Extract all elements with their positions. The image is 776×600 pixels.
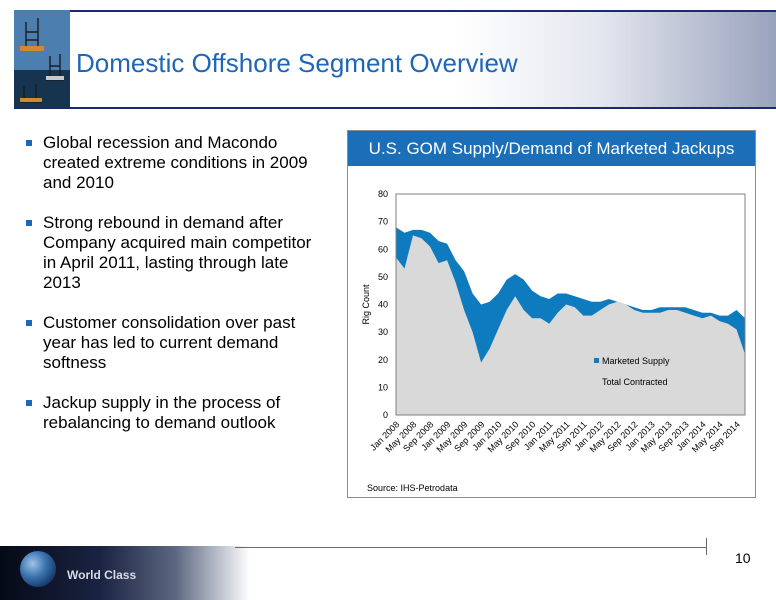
source-note: Source: IHS-Petrodata [367, 483, 458, 493]
y-tick-label: 30 [378, 327, 388, 337]
legend-label-total-contracted: Total Contracted [602, 377, 668, 387]
footer-tick [706, 538, 707, 555]
source-value: IHS-Petrodata [400, 483, 458, 493]
offshore-rig-photo [14, 10, 70, 108]
plot-frame [395, 193, 746, 416]
y-tick-label: 20 [378, 355, 388, 365]
bullet-text: Strong rebound in demand after Company a… [43, 213, 312, 292]
rig-photo-art [14, 10, 70, 108]
bullet-text: Global recession and Macondo created ext… [43, 133, 308, 192]
globe-icon [20, 551, 56, 587]
slide-footer: World Class 10 [0, 538, 776, 600]
header-divider [14, 107, 776, 109]
chart-panel: U.S. GOM Supply/Demand of Marketed Jacku… [347, 130, 756, 498]
legend-label-marketed-supply: Marketed Supply [602, 356, 670, 366]
bullet-text: Customer consolidation over past year ha… [43, 313, 296, 372]
chart-title: U.S. GOM Supply/Demand of Marketed Jacku… [348, 131, 755, 166]
y-tick-label: 60 [378, 244, 388, 254]
y-tick-label: 10 [378, 382, 388, 392]
bullet-item: Customer consolidation over past year ha… [26, 313, 326, 373]
bullet-item: Strong rebound in demand after Company a… [26, 213, 326, 293]
bullet-list: Global recession and Macondo created ext… [26, 133, 326, 453]
slide-header: Domestic Offshore Segment Overview [0, 0, 776, 110]
y-tick-label: 40 [378, 300, 388, 310]
y-tick-label: 50 [378, 272, 388, 282]
y-tick-label: 0 [383, 410, 388, 420]
source-label: Source: [367, 483, 399, 493]
bullet-item: Jackup supply in the process of rebalanc… [26, 393, 326, 433]
square-bullet-icon [26, 220, 32, 226]
square-bullet-icon [26, 400, 32, 406]
legend-swatch-total-contracted [594, 379, 599, 384]
total-contracted-area [396, 235, 745, 415]
y-axis-label: Rig Count [361, 284, 371, 325]
y-tick-label: 80 [378, 189, 388, 199]
footer-divider [235, 547, 707, 548]
square-bullet-icon [26, 320, 32, 326]
footer-brand: World Class [67, 568, 137, 582]
page-number: 10 [735, 550, 751, 566]
legend-swatch-marketed-supply [594, 358, 599, 363]
header-band [70, 10, 776, 108]
page-title: Domestic Offshore Segment Overview [76, 48, 518, 78]
bullet-item: Global recession and Macondo created ext… [26, 133, 326, 193]
square-bullet-icon [26, 140, 32, 146]
y-tick-label: 70 [378, 217, 388, 227]
bullet-text: Jackup supply in the process of rebalanc… [43, 393, 281, 432]
